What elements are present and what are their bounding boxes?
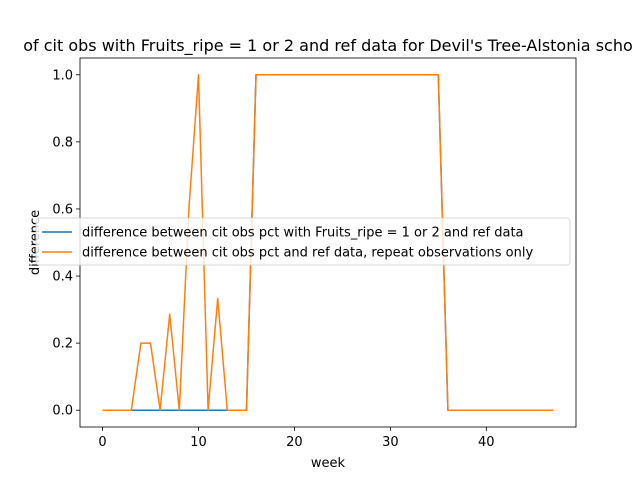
y-tick-label: 0.2	[52, 337, 73, 352]
x-axis-ticks: 0 10 20 30 40	[98, 427, 495, 450]
x-tick-label: 30	[382, 435, 399, 450]
y-tick-label: 0.6	[52, 202, 73, 217]
legend-entry-label: difference between cit obs pct with Frui…	[82, 226, 524, 241]
x-tick-label: 0	[98, 435, 106, 450]
legend-box	[35, 217, 571, 266]
x-tick-label: 10	[190, 435, 207, 450]
x-axis-label: week	[311, 456, 346, 471]
y-tick-label: 1.0	[52, 68, 73, 83]
legend: difference between cit obs pct with Frui…	[35, 217, 571, 266]
x-tick-label: 40	[478, 435, 495, 450]
legend-entry-label: difference between cit obs pct and ref d…	[82, 246, 533, 261]
x-tick-label: 20	[286, 435, 303, 450]
y-axis-ticks: 0.0 0.2 0.4 0.6 0.8 1.0	[52, 68, 80, 419]
series-layer	[102, 74, 554, 411]
y-tick-label: 0.0	[52, 404, 73, 419]
chart-title: of cit obs with Fruits_ripe = 1 or 2 and…	[23, 36, 633, 56]
series-line-2	[102, 74, 554, 411]
y-tick-label: 0.8	[52, 135, 73, 150]
y-tick-label: 0.4	[52, 270, 73, 285]
